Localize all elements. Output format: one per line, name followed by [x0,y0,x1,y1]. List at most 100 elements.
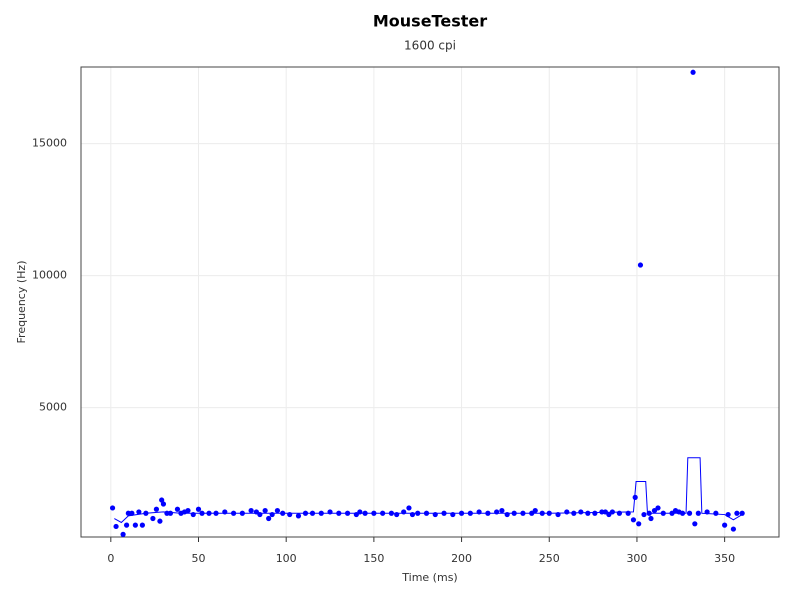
data-point [713,510,719,516]
data-point [592,510,598,516]
data-point [499,507,505,514]
data-point [132,522,138,528]
x-tick-label: 50 [192,552,206,565]
data-point [113,523,119,530]
data-point [157,518,163,524]
data-point [167,510,174,516]
data-point [143,510,149,516]
data-point [269,511,275,518]
data-point [630,517,637,523]
data-point [722,522,728,528]
x-axis-label: Time (ms) [401,571,457,584]
data-point [159,497,165,503]
data-point [195,506,202,512]
data-point [174,506,181,512]
data-point [504,511,510,518]
data-point [153,506,160,512]
data-point [646,510,652,516]
data-point [555,511,561,518]
data-point [380,510,386,516]
data-point [564,509,570,515]
data-point [109,505,116,511]
data-point [648,515,654,522]
data-point [660,510,666,516]
data-point [409,511,416,518]
data-point [336,510,342,516]
data-point [394,511,400,518]
data-point [637,262,644,268]
data-point [230,510,237,516]
data-point [222,509,228,515]
data-point [309,510,316,516]
data-point [494,509,500,515]
data-point [520,510,526,516]
data-point [280,510,286,516]
data-point [539,510,545,516]
data-point [150,515,156,522]
data-point [450,511,456,518]
data-point [371,510,377,516]
data-point [655,505,661,511]
data-point [239,510,245,516]
chart-title: MouseTester [373,12,487,31]
data-point [730,526,737,532]
data-point [734,510,740,516]
x-tick-label: 150 [363,552,384,565]
data-point [415,510,421,516]
data-point [511,510,517,516]
data-point [432,511,438,518]
x-tick-label: 250 [539,552,560,565]
data-point [485,510,491,516]
data-point [120,531,126,537]
y-tick-label: 15000 [32,137,67,150]
data-point [248,507,254,514]
data-point [467,510,473,516]
data-point [213,510,219,516]
chart-subtitle: 1600 cpi [404,39,456,53]
data-point [206,510,212,516]
data-point [287,511,293,518]
data-point [257,511,263,518]
y-axis-label: Frequency (Hz) [15,261,28,344]
data-point [362,510,368,516]
data-point [185,507,191,514]
data-point [695,510,701,516]
data-point [690,69,696,75]
x-tick-label: 350 [714,552,735,565]
data-point [160,501,167,507]
data-point [199,510,205,516]
data-point [725,511,731,518]
data-point [632,494,638,500]
x-tick-label: 200 [451,552,472,565]
data-point [129,510,135,516]
data-point [641,511,647,518]
data-point [692,521,698,527]
data-point [266,515,272,522]
plot-frame [80,66,780,538]
data-point [327,509,333,515]
data-point [190,511,196,518]
data-point [585,510,591,516]
data-point [388,510,395,516]
data-point [571,510,577,516]
data-point [318,510,324,516]
data-point [406,505,412,511]
data-point [401,509,407,515]
data-point [302,510,309,516]
data-point [458,510,465,516]
data-point [546,510,552,516]
data-point [704,509,710,515]
data-point [532,507,538,514]
data-point [616,510,623,516]
data-point [139,522,145,528]
data-point [686,510,693,516]
data-point [423,510,430,516]
data-point [295,513,302,519]
data-point [739,510,745,516]
data-point [441,510,447,516]
data-point [625,510,631,516]
data-point [274,507,281,514]
data-point [123,522,130,528]
x-tick-label: 300 [626,552,647,565]
